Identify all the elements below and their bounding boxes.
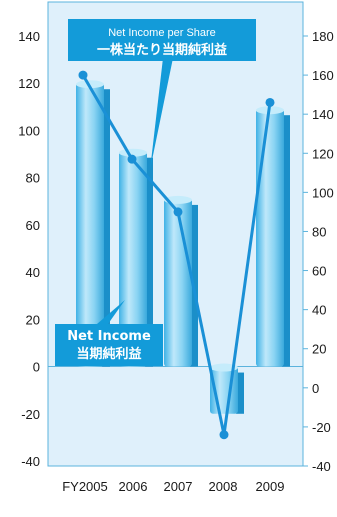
left-tick-label: 140	[18, 29, 40, 44]
right-tick-label: 40	[312, 303, 326, 318]
left-tick-label: -40	[21, 454, 40, 469]
bar-cap	[210, 363, 238, 372]
bar-shadow	[102, 89, 110, 367]
right-tick-label: 20	[312, 342, 326, 357]
x-tick-label: 2008	[209, 479, 238, 494]
eps-point	[127, 154, 137, 164]
right-axis-ticks: 180 160 140 120 100 80 60 40 20 0 -20 -40	[303, 29, 334, 474]
net-income-bar	[164, 198, 192, 367]
eps-point	[219, 430, 229, 440]
left-axis-ticks: 140 120 100 80 60 40 20 0 -20 -40	[18, 29, 40, 469]
eps-legend: Net Income per Share 一株当たり当期純利益	[68, 19, 256, 170]
left-tick-label: 100	[18, 123, 40, 138]
x-axis-ticks: FY2005 2006 2007 2008 2009	[62, 479, 284, 494]
right-tick-label: 100	[312, 185, 334, 200]
eps-legend-line2: 一株当たり当期純利益	[97, 42, 227, 58]
left-tick-label: 40	[26, 265, 40, 280]
bar-shadow	[145, 157, 153, 367]
left-tick-label: 0	[33, 360, 40, 375]
net-income-legend: Net Income 当期純利益	[55, 300, 163, 366]
left-tick-label: 60	[26, 218, 40, 233]
eps-line	[78, 70, 275, 440]
right-tick-label: 140	[312, 107, 334, 122]
right-tick-label: 180	[312, 29, 334, 44]
bar-shadow	[282, 115, 290, 367]
eps-point	[173, 207, 183, 217]
eps-point	[265, 97, 275, 107]
right-tick-label: 160	[312, 68, 334, 83]
left-tick-label: 120	[18, 76, 40, 91]
bar-shadow	[236, 372, 244, 414]
x-tick-label: 2009	[256, 479, 285, 494]
left-tick-label: 80	[26, 171, 40, 186]
right-tick-label: -20	[312, 420, 331, 435]
net-income-legend-line2: 当期純利益	[76, 346, 141, 362]
right-tick-label: 60	[312, 264, 326, 279]
net-income-legend-line1: Net Income	[67, 329, 151, 344]
net-income-bar	[76, 83, 104, 367]
right-tick-label: 120	[312, 146, 334, 161]
left-tick-label: 20	[26, 312, 40, 327]
eps-point	[78, 70, 88, 80]
right-tick-label: -40	[312, 459, 331, 474]
eps-legend-line1: Net Income per Share	[108, 27, 216, 39]
net-income-bar	[256, 109, 284, 367]
left-tick-label: -20	[21, 407, 40, 422]
right-tick-label: 0	[312, 381, 319, 396]
right-tick-label: 80	[312, 224, 326, 239]
x-tick-label: FY2005	[62, 479, 108, 494]
x-tick-label: 2006	[119, 479, 148, 494]
x-tick-label: 2007	[164, 479, 193, 494]
net-income-bar	[119, 151, 147, 367]
